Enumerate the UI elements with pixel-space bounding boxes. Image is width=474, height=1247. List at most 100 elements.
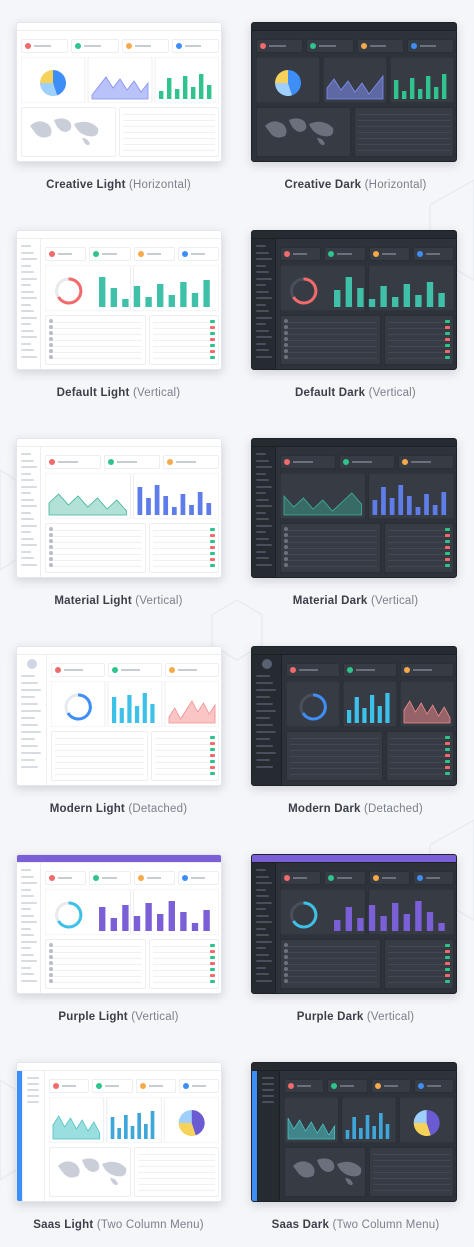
sidebar-item[interactable] — [262, 1089, 274, 1091]
sidebar-item[interactable] — [21, 689, 41, 691]
sidebar-item[interactable] — [256, 738, 270, 740]
sidebar-item[interactable] — [21, 710, 41, 712]
sidebar-item[interactable] — [27, 1095, 39, 1097]
sidebar-item[interactable] — [21, 485, 37, 488]
sidebar-item[interactable] — [256, 355, 272, 358]
theme-preview-screenshot[interactable] — [16, 854, 222, 994]
sidebar-item[interactable] — [256, 710, 276, 712]
theme-preview-screenshot[interactable] — [16, 230, 222, 370]
sidebar-item[interactable] — [21, 696, 35, 698]
sidebar-item[interactable] — [256, 329, 269, 332]
sidebar-item[interactable] — [262, 1083, 274, 1085]
sidebar-item[interactable] — [21, 731, 41, 733]
sidebar-item[interactable] — [256, 921, 272, 923]
sidebar-item[interactable] — [256, 759, 270, 761]
sidebar-item[interactable] — [21, 914, 34, 917]
sidebar-item[interactable] — [21, 264, 31, 267]
theme-preview-screenshot[interactable] — [16, 1062, 222, 1202]
sidebar-item[interactable] — [21, 717, 35, 719]
sidebar-item[interactable] — [21, 524, 37, 527]
sidebar-item[interactable] — [21, 251, 34, 254]
sidebar-item[interactable] — [256, 682, 273, 684]
sidebar-item[interactable] — [21, 563, 37, 566]
sidebar-item[interactable] — [21, 290, 34, 293]
sidebar-item[interactable] — [21, 537, 34, 540]
theme-preview-screenshot[interactable] — [251, 22, 457, 162]
sidebar-item[interactable] — [256, 264, 266, 267]
sidebar-item[interactable] — [256, 524, 272, 527]
theme-preview-screenshot[interactable] — [251, 854, 457, 994]
sidebar-item[interactable] — [256, 717, 270, 719]
sidebar-item[interactable] — [256, 531, 266, 533]
sidebar-item[interactable] — [21, 355, 37, 358]
sidebar-item[interactable] — [256, 544, 272, 546]
sidebar-item[interactable] — [256, 731, 276, 733]
sidebar-item[interactable] — [21, 557, 34, 559]
sidebar-item[interactable] — [256, 875, 269, 878]
sidebar-item[interactable] — [256, 245, 266, 247]
sidebar-item[interactable] — [256, 284, 266, 286]
sidebar-item[interactable] — [21, 869, 31, 871]
sidebar-item[interactable] — [256, 505, 272, 507]
sidebar-item[interactable] — [256, 724, 273, 726]
sidebar-item[interactable] — [21, 349, 34, 351]
sidebar-item[interactable] — [21, 908, 31, 910]
theme-preview-screenshot[interactable] — [251, 1062, 457, 1202]
sidebar-item[interactable] — [21, 738, 35, 740]
sidebar-item[interactable] — [256, 251, 269, 254]
sidebar-item[interactable] — [256, 888, 266, 891]
sidebar-item[interactable] — [256, 498, 269, 501]
sidebar-item[interactable] — [21, 297, 37, 299]
theme-preview-screenshot[interactable] — [16, 646, 222, 786]
theme-preview-screenshot[interactable] — [16, 438, 222, 578]
sidebar-item[interactable] — [27, 1077, 39, 1079]
sidebar-item[interactable] — [21, 953, 34, 956]
sidebar-item[interactable] — [256, 277, 272, 280]
sidebar-item[interactable] — [21, 703, 38, 705]
sidebar-item[interactable] — [256, 492, 266, 494]
sidebar-item[interactable] — [21, 531, 31, 533]
sidebar-item[interactable] — [256, 966, 266, 969]
sidebar-item[interactable] — [256, 459, 269, 462]
sidebar-item[interactable] — [21, 682, 38, 684]
sidebar-item[interactable] — [21, 940, 37, 943]
sidebar-item[interactable] — [256, 895, 269, 897]
sidebar-item[interactable] — [21, 766, 38, 768]
sidebar-item[interactable] — [21, 875, 34, 878]
sidebar-item[interactable] — [21, 505, 37, 507]
sidebar-item[interactable] — [21, 966, 31, 969]
sidebar-item[interactable] — [256, 537, 269, 540]
sidebar-item[interactable] — [21, 934, 34, 936]
sidebar-item[interactable] — [256, 696, 270, 698]
sidebar-item[interactable] — [21, 921, 37, 923]
theme-preview-screenshot[interactable] — [251, 438, 457, 578]
sidebar-item[interactable] — [256, 472, 266, 475]
sidebar-item[interactable] — [21, 759, 35, 761]
sidebar-item[interactable] — [256, 479, 269, 481]
sidebar-item[interactable] — [256, 973, 269, 975]
sidebar-item[interactable] — [27, 1089, 39, 1091]
sidebar-item[interactable] — [262, 1101, 274, 1103]
sidebar-item[interactable] — [256, 953, 269, 956]
sidebar-item[interactable] — [21, 459, 34, 462]
sidebar-item[interactable] — [256, 466, 272, 468]
sidebar-item[interactable] — [256, 675, 270, 677]
sidebar-item[interactable] — [256, 557, 269, 559]
sidebar-item[interactable] — [256, 766, 273, 768]
sidebar-item[interactable] — [256, 882, 272, 884]
sidebar-item[interactable] — [21, 472, 31, 475]
sidebar-item[interactable] — [256, 940, 272, 943]
sidebar-item[interactable] — [256, 914, 269, 917]
sidebar-item[interactable] — [21, 675, 35, 677]
sidebar-item[interactable] — [21, 511, 31, 514]
sidebar-item[interactable] — [21, 947, 31, 949]
sidebar-item[interactable] — [21, 901, 37, 904]
sidebar-item[interactable] — [256, 511, 266, 514]
sidebar-item[interactable] — [27, 1101, 39, 1103]
sidebar-item[interactable] — [256, 258, 272, 260]
sidebar-item[interactable] — [256, 703, 273, 705]
sidebar-item[interactable] — [21, 927, 31, 930]
sidebar-item[interactable] — [21, 498, 34, 501]
sidebar-item[interactable] — [21, 284, 31, 286]
sidebar-item[interactable] — [262, 1077, 274, 1079]
